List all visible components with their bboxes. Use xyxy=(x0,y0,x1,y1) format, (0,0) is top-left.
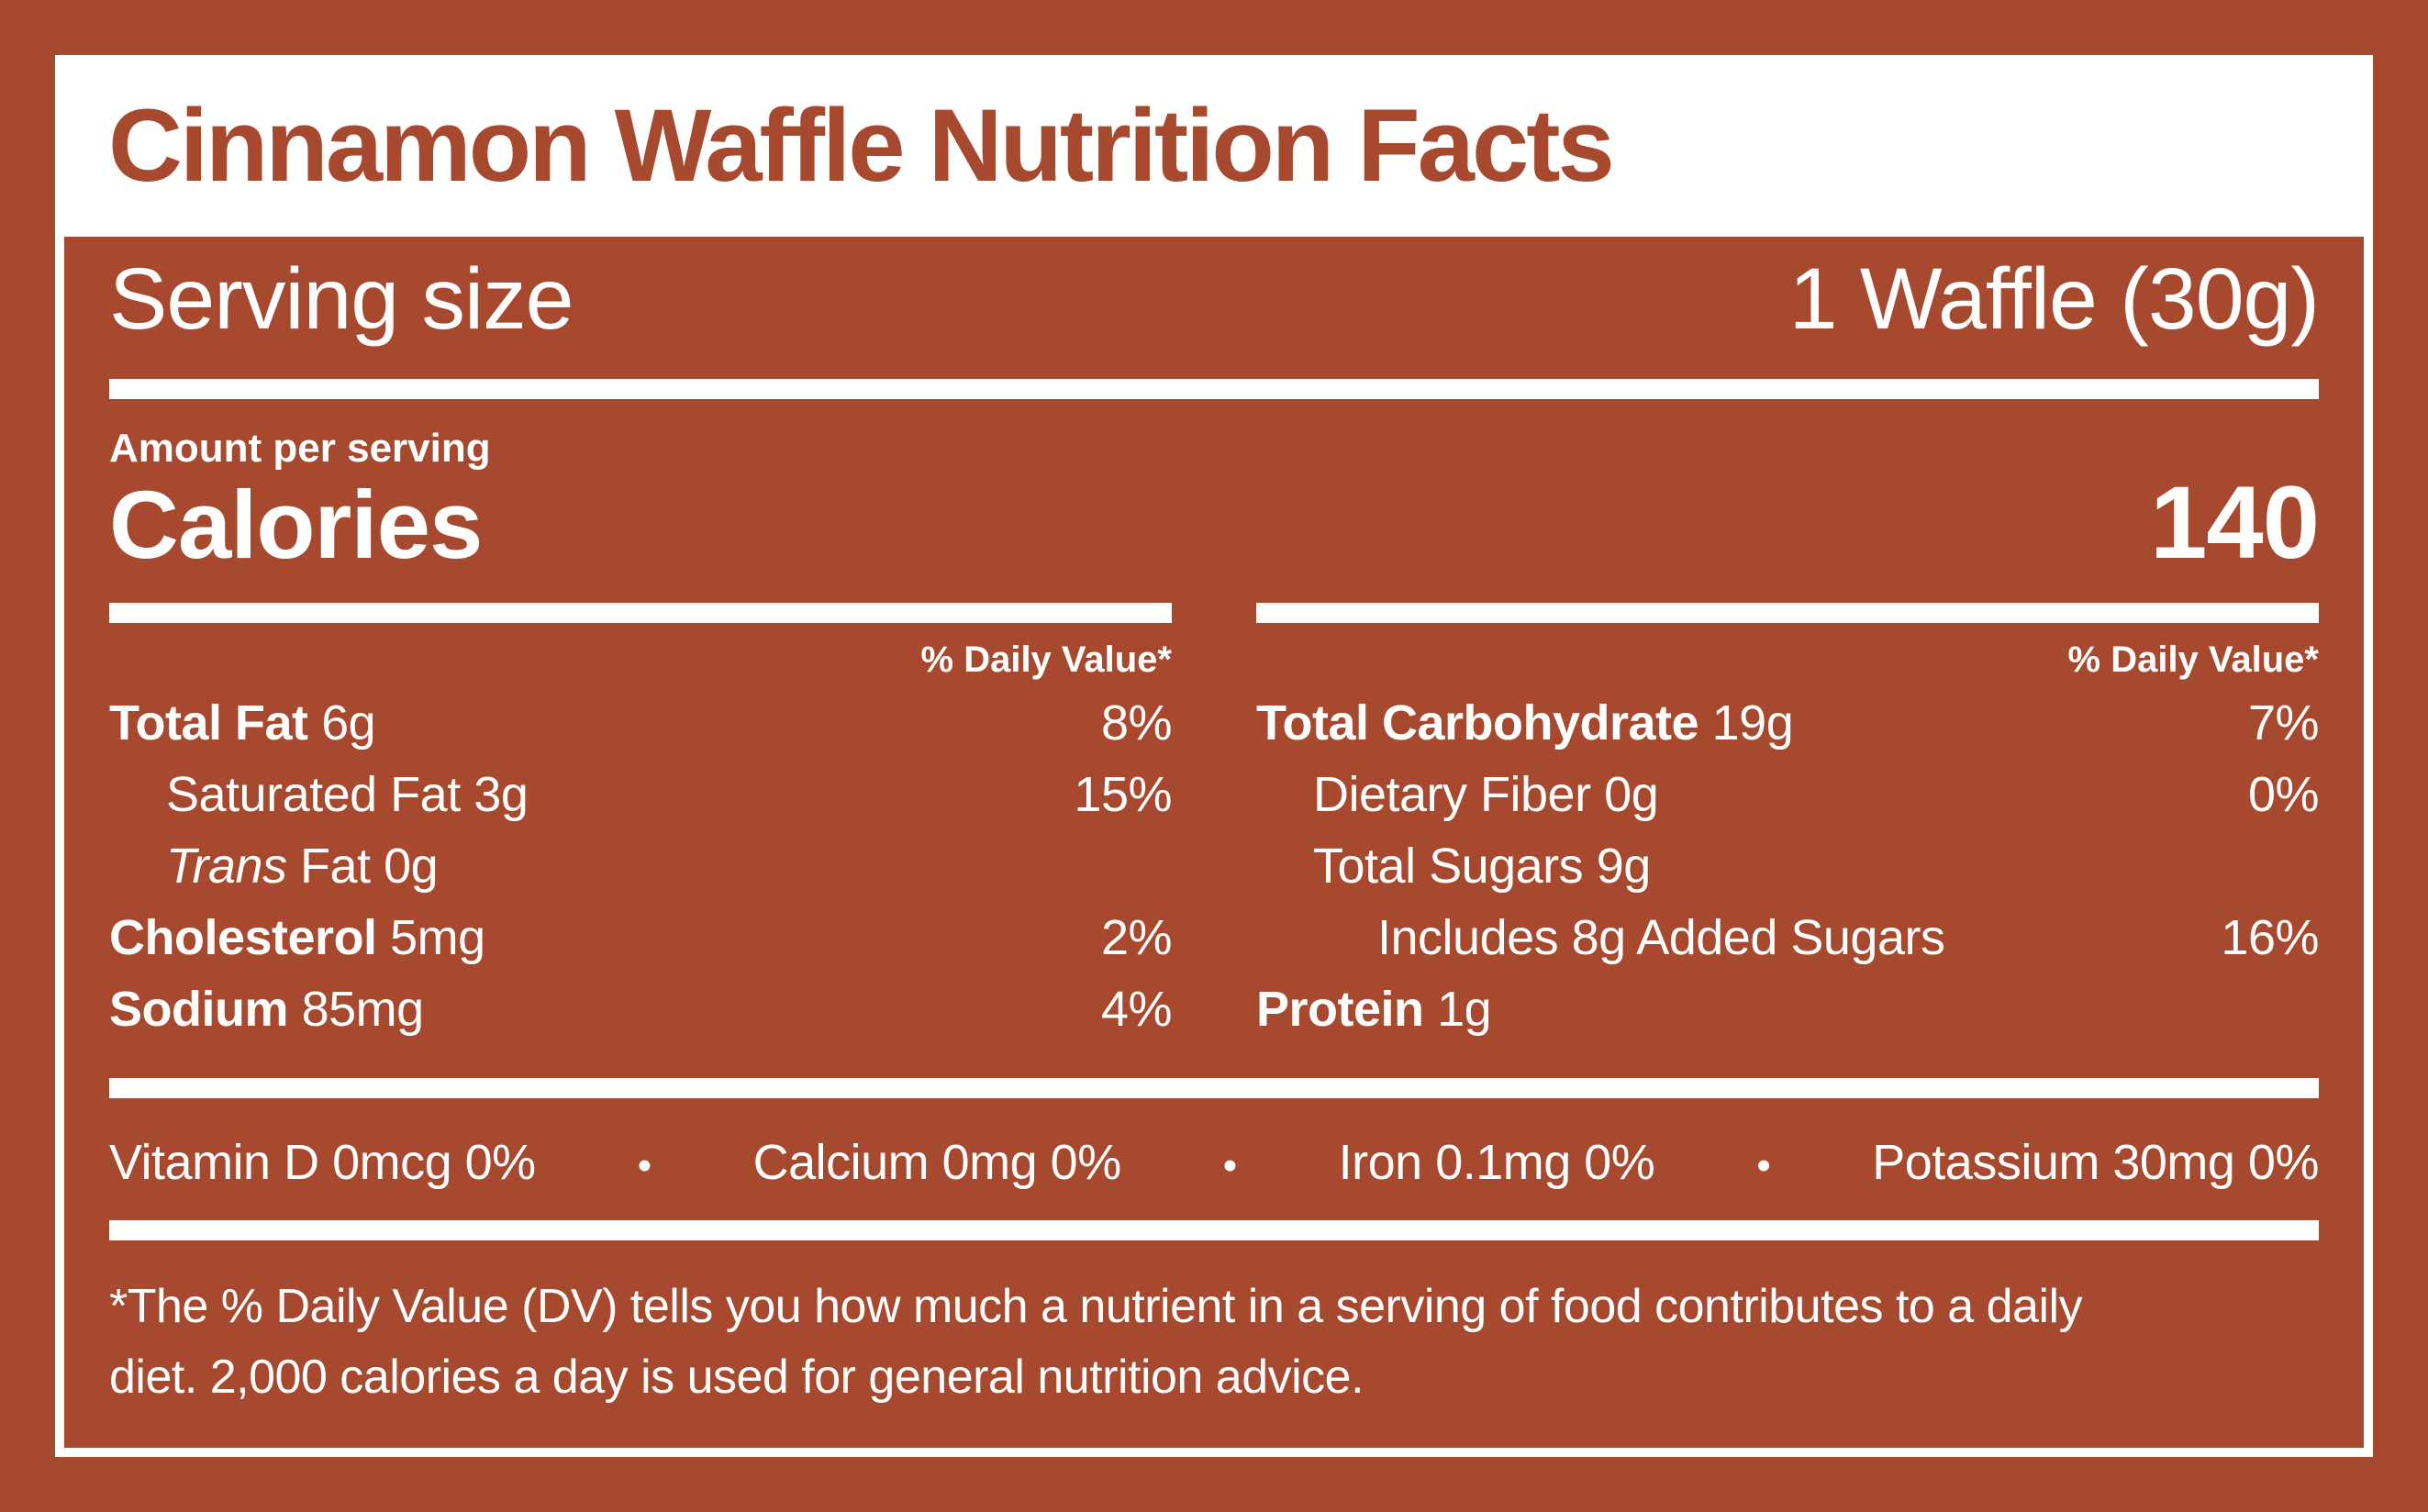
nutrient-name-part: Sodium xyxy=(109,982,289,1038)
nutrient-amount: 9g xyxy=(1596,839,1652,895)
nutrient-name-part: Fat xyxy=(286,839,371,895)
serving-size-label: Serving size xyxy=(109,250,574,348)
serving-size-row: Serving size 1 Waffle (30g) xyxy=(109,250,2320,350)
nutrient-label: Includes 8g Added Sugars xyxy=(1256,902,1945,973)
nutrient-daily-value: 2% xyxy=(1100,910,1173,966)
daily-value-header-right: % Daily Value* xyxy=(2067,639,2319,681)
nutrient-column-right: % Daily Value* Total Carbohydrate 19g 7% … xyxy=(1256,603,2320,1045)
nutrient-name-part: Total Sugars xyxy=(1313,839,1584,895)
separator-bar-serving xyxy=(109,379,2319,400)
amount-per-serving-label: Amount per serving xyxy=(109,426,491,472)
nutrient-row: Protein 1g xyxy=(1256,973,2319,1045)
nutrient-row: Total Fat 6g 8% xyxy=(109,687,1173,759)
nutrient-amount: 0g xyxy=(1604,767,1659,823)
nutrient-label: Trans Fat 0g xyxy=(109,830,439,902)
nutrient-daily-value: 15% xyxy=(1074,767,1172,823)
calories-row: Calories 140 xyxy=(109,464,2320,580)
micronutrients-row: Vitamin D 0mcg 0% • Calcium 0mg 0% • Iron 0.… xyxy=(109,1133,2319,1193)
nutrient-label: Saturated Fat 3g xyxy=(109,759,529,830)
bullet-separator: • xyxy=(1222,1143,1237,1189)
nutrient-daily-value: 4% xyxy=(1100,982,1173,1038)
nutrient-daily-value: 16% xyxy=(2221,910,2319,966)
nutrient-amount: 85mg xyxy=(301,982,425,1038)
nutrient-amount: 1g xyxy=(1437,982,1492,1038)
nutrient-label: Protein 1g xyxy=(1256,973,1492,1045)
nutrient-amount: 5mg xyxy=(390,910,485,966)
footnote-line: diet. 2,000 calories a day is used for g… xyxy=(109,1351,1364,1405)
nutrient-row: Sodium 85mg 4% xyxy=(109,973,1173,1045)
nutrient-name-part: Total Carbohydrate xyxy=(1256,695,1699,751)
footnote-line: *The % Daily Value (DV) tells you how mu… xyxy=(109,1280,2083,1334)
nutrient-label: Total Fat 6g xyxy=(109,687,376,759)
nutrient-daily-value: 0% xyxy=(2247,767,2320,823)
nutrient-label: Cholesterol 5mg xyxy=(109,902,485,973)
nutrient-amount: 19g xyxy=(1711,695,1794,751)
separator-bar-left-column xyxy=(109,603,1172,624)
nutrient-row: Total Sugars 9g xyxy=(1256,830,2319,902)
nutrient-rows-left: Total Fat 6g 8% Saturated Fat 3g 15% Trans… xyxy=(109,687,1173,1045)
nutrient-name-part: Total Fat xyxy=(109,695,308,751)
footnote: *The % Daily Value (DV) tells you how mu… xyxy=(109,1272,2319,1413)
nutrient-label: Sodium 85mg xyxy=(109,973,424,1045)
nutrient-label: Dietary Fiber 0g xyxy=(1256,759,1659,830)
nutrient-column-left: % Daily Value* Total Fat 6g 8% Saturated … xyxy=(109,603,1173,1045)
nutrient-amount: 0g xyxy=(384,839,439,895)
nutrient-name-part: Includes 8g Added Sugars xyxy=(1377,910,1945,966)
nutrient-daily-value: 7% xyxy=(2247,695,2320,751)
micronutrient-item: Potassium 30mg 0% xyxy=(1872,1135,2319,1191)
nutrient-row: Cholesterol 5mg 2% xyxy=(109,902,1173,973)
bullet-separator: • xyxy=(637,1143,652,1189)
calories-label: Calories xyxy=(109,471,483,579)
separator-bar-right-column xyxy=(1256,603,2319,624)
nutrient-name-part: Dietary Fiber xyxy=(1313,767,1591,823)
title-band: Cinnamon Waffle Nutrition Facts xyxy=(55,55,2373,237)
nutrient-label: Total Sugars 9g xyxy=(1256,830,1651,902)
nutrient-row: Total Carbohydrate 19g 7% xyxy=(1256,687,2320,759)
micronutrient-item: Calcium 0mg 0% xyxy=(752,1135,1122,1191)
nutrient-row: Trans Fat 0g xyxy=(109,830,1172,902)
separator-bar-micronutrients-top xyxy=(109,1078,2319,1099)
daily-value-header-left: % Daily Value* xyxy=(920,639,1172,681)
calories-value: 140 xyxy=(2150,464,2320,580)
separator-bar-footnote-top xyxy=(109,1220,2319,1241)
nutrient-name-part: Cholesterol xyxy=(109,910,377,966)
nutrient-rows-right: Total Carbohydrate 19g 7% Dietary Fiber 0g… xyxy=(1256,687,2320,1045)
nutrient-name-part: Trans xyxy=(166,839,287,895)
nutrient-name-part: Saturated Fat xyxy=(166,767,461,823)
nutrient-amount: 3g xyxy=(473,767,529,823)
nutrient-name-part: Protein xyxy=(1256,982,1424,1038)
label-content: Serving size 1 Waffle (30g) Amount per s… xyxy=(63,237,2365,1449)
micronutrient-item: Vitamin D 0mcg 0% xyxy=(109,1135,536,1191)
nutrient-daily-value: 8% xyxy=(1100,695,1173,751)
nutrient-amount: 6g xyxy=(321,695,376,751)
nutrient-label: Total Carbohydrate 19g xyxy=(1256,687,1794,759)
serving-size-value: 1 Waffle (30g) xyxy=(1788,250,2320,348)
nutrient-row: Includes 8g Added Sugars 16% xyxy=(1256,902,2319,973)
nutrient-row: Dietary Fiber 0g 0% xyxy=(1256,759,2320,830)
bullet-separator: • xyxy=(1756,1143,1771,1189)
nutrient-columns: % Daily Value* Total Fat 6g 8% Saturated … xyxy=(109,603,2320,1045)
micronutrient-item: Iron 0.1mg 0% xyxy=(1338,1135,1655,1191)
nutrient-row: Saturated Fat 3g 15% xyxy=(109,759,1172,830)
page-title: Cinnamon Waffle Nutrition Facts xyxy=(108,88,1615,203)
